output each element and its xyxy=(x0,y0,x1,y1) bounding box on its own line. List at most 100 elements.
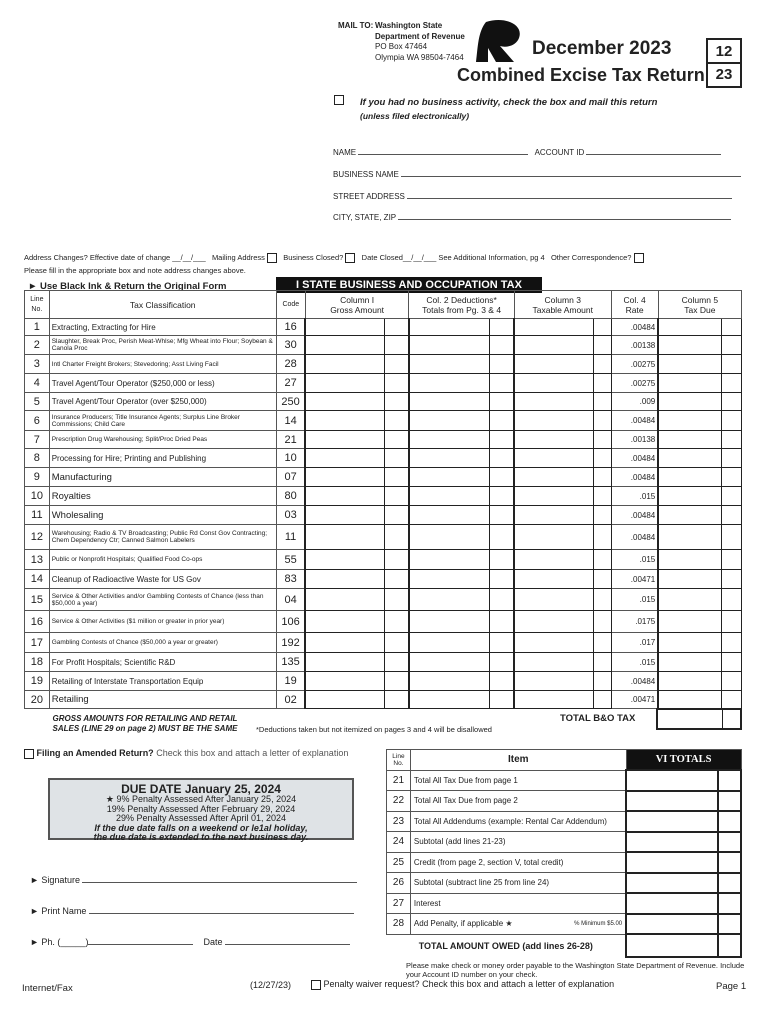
gross-amount-cents[interactable] xyxy=(383,690,410,709)
gross-amount-field[interactable] xyxy=(304,610,385,633)
tax-due-cents[interactable] xyxy=(720,549,743,570)
deductions-field[interactable] xyxy=(407,652,491,672)
totals-cents-field[interactable] xyxy=(717,912,742,935)
tax-due-field[interactable] xyxy=(657,354,722,374)
tax-due-field[interactable] xyxy=(657,549,722,570)
name-field[interactable] xyxy=(358,154,529,155)
tax-due-field[interactable] xyxy=(657,690,722,709)
deductions-field[interactable] xyxy=(407,486,491,506)
totals-amount-field[interactable] xyxy=(625,830,720,853)
deductions-cents[interactable] xyxy=(489,354,515,374)
taxable-amount-cents[interactable] xyxy=(592,505,612,525)
deductions-field[interactable] xyxy=(407,549,491,570)
tax-due-cents[interactable] xyxy=(720,430,743,449)
tax-due-field[interactable] xyxy=(657,448,722,468)
gross-amount-field[interactable] xyxy=(304,335,385,355)
taxable-amount-cents[interactable] xyxy=(592,569,612,589)
gross-amount-cents[interactable] xyxy=(383,610,410,633)
deductions-field[interactable] xyxy=(407,610,491,633)
deductions-cents[interactable] xyxy=(489,588,515,611)
totals-amount-field[interactable] xyxy=(625,892,720,915)
deductions-cents[interactable] xyxy=(489,318,515,336)
tax-due-cents[interactable] xyxy=(720,392,743,411)
tax-due-field[interactable] xyxy=(657,373,722,393)
gross-amount-field[interactable] xyxy=(304,486,385,506)
gross-amount-cents[interactable] xyxy=(383,354,410,374)
other-correspondence-checkbox[interactable] xyxy=(633,253,644,264)
tax-due-field[interactable] xyxy=(657,392,722,411)
gross-amount-field[interactable] xyxy=(304,505,385,525)
gross-amount-cents[interactable] xyxy=(383,467,410,487)
business-closed-checkbox[interactable] xyxy=(345,253,356,264)
gross-amount-cents[interactable] xyxy=(383,335,410,355)
taxable-amount-field[interactable] xyxy=(513,335,594,355)
business-name-field[interactable] xyxy=(401,176,742,177)
mailing-address-checkbox[interactable] xyxy=(266,253,277,264)
taxable-amount-field[interactable] xyxy=(513,392,594,411)
deductions-field[interactable] xyxy=(407,392,491,411)
tax-due-cents[interactable] xyxy=(720,448,743,468)
totals-cents-field[interactable] xyxy=(717,892,742,915)
tax-due-cents[interactable] xyxy=(720,524,743,550)
deductions-cents[interactable] xyxy=(489,430,515,449)
deductions-cents[interactable] xyxy=(489,486,515,506)
tax-due-field[interactable] xyxy=(657,505,722,525)
taxable-amount-cents[interactable] xyxy=(592,430,612,449)
tax-due-field[interactable] xyxy=(657,318,722,336)
taxable-amount-cents[interactable] xyxy=(592,549,612,570)
deductions-cents[interactable] xyxy=(489,335,515,355)
gross-amount-field[interactable] xyxy=(304,652,385,672)
gross-amount-field[interactable] xyxy=(304,632,385,653)
gross-amount-field[interactable] xyxy=(304,690,385,709)
gross-amount-cents[interactable] xyxy=(383,318,410,336)
deductions-field[interactable] xyxy=(407,410,491,431)
taxable-amount-cents[interactable] xyxy=(592,318,612,336)
totals-cents-field[interactable] xyxy=(717,871,742,894)
city-field[interactable] xyxy=(398,219,732,220)
taxable-amount-cents[interactable] xyxy=(592,632,612,653)
taxable-amount-field[interactable] xyxy=(513,410,594,431)
taxable-amount-cents[interactable] xyxy=(592,392,612,411)
deductions-cents[interactable] xyxy=(489,549,515,570)
deductions-field[interactable] xyxy=(407,690,491,709)
deductions-field[interactable] xyxy=(407,335,491,355)
tax-due-field[interactable] xyxy=(657,524,722,550)
taxable-amount-field[interactable] xyxy=(513,610,594,633)
gross-amount-cents[interactable] xyxy=(383,588,410,611)
deductions-cents[interactable] xyxy=(489,569,515,589)
waiver-checkbox[interactable] xyxy=(311,979,321,990)
deductions-cents[interactable] xyxy=(489,632,515,653)
gross-amount-cents[interactable] xyxy=(383,410,410,431)
tax-due-cents[interactable] xyxy=(720,318,743,336)
gross-amount-field[interactable] xyxy=(304,410,385,431)
deductions-field[interactable] xyxy=(407,318,491,336)
gross-amount-cents[interactable] xyxy=(383,549,410,570)
tax-due-cents[interactable] xyxy=(720,690,743,709)
total-owed-cents[interactable] xyxy=(717,933,742,958)
taxable-amount-field[interactable] xyxy=(513,373,594,393)
date-field[interactable] xyxy=(225,944,350,945)
gross-amount-field[interactable] xyxy=(304,448,385,468)
taxable-amount-cents[interactable] xyxy=(592,690,612,709)
gross-amount-cents[interactable] xyxy=(383,430,410,449)
gross-amount-field[interactable] xyxy=(304,392,385,411)
tax-due-cents[interactable] xyxy=(720,588,743,611)
gross-amount-field[interactable] xyxy=(304,318,385,336)
tax-due-field[interactable] xyxy=(657,610,722,633)
taxable-amount-field[interactable] xyxy=(513,430,594,449)
tax-due-cents[interactable] xyxy=(720,505,743,525)
deductions-cents[interactable] xyxy=(489,467,515,487)
tax-due-cents[interactable] xyxy=(720,610,743,633)
deductions-field[interactable] xyxy=(407,373,491,393)
taxable-amount-field[interactable] xyxy=(513,652,594,672)
tax-due-field[interactable] xyxy=(657,430,722,449)
total-bo-field[interactable] xyxy=(656,708,742,730)
deductions-cents[interactable] xyxy=(489,690,515,709)
taxable-amount-cents[interactable] xyxy=(592,671,612,691)
totals-cents-field[interactable] xyxy=(717,851,742,874)
signature-field[interactable] xyxy=(82,882,358,883)
total-owed-field[interactable] xyxy=(625,933,720,958)
tax-due-field[interactable] xyxy=(657,632,722,653)
tax-due-cents[interactable] xyxy=(720,632,743,653)
tax-due-cents[interactable] xyxy=(720,410,743,431)
